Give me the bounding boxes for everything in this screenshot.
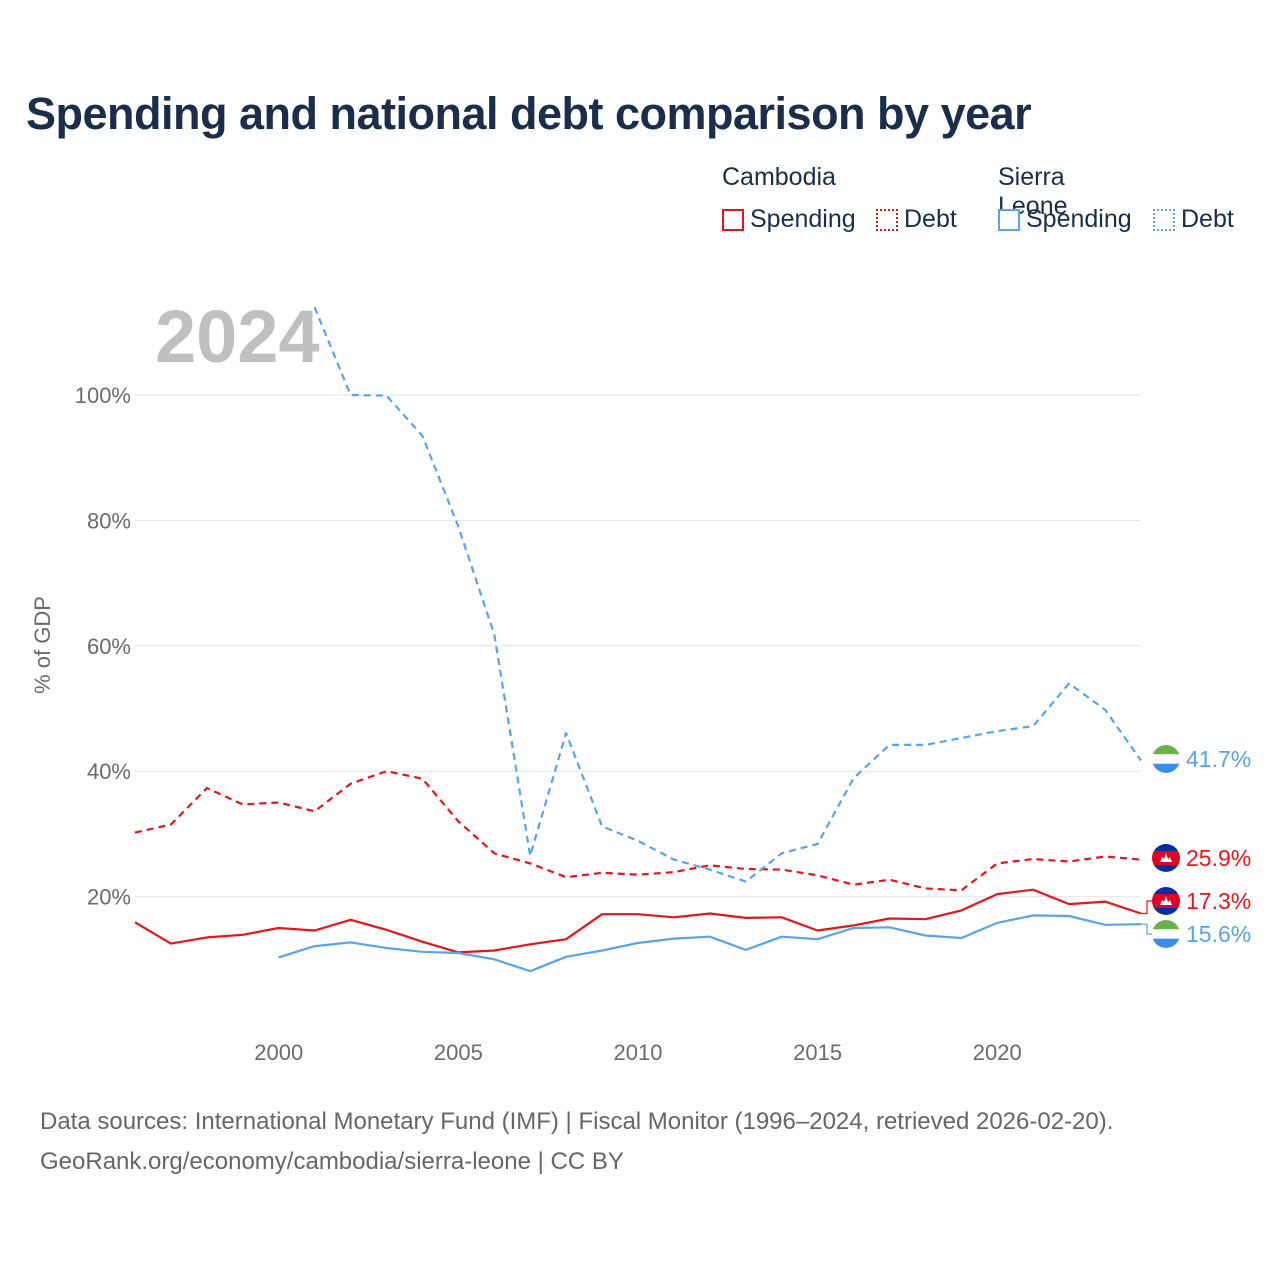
flag-band — [1152, 908, 1180, 915]
footer-credit: GeoRank.org/economy/cambodia/sierra-leon… — [40, 1148, 624, 1175]
end-value-label: 15.6% — [1186, 921, 1251, 947]
end-value-label: 25.9% — [1186, 845, 1251, 871]
legend-label-sierra-leone-debt: Debt — [1181, 205, 1234, 233]
legend-label-cambodia-debt: Debt — [904, 205, 957, 233]
flag-emblem — [1160, 896, 1172, 905]
flag-band — [1152, 920, 1180, 930]
flag-band — [1152, 745, 1180, 755]
legend-item-cambodia-spending[interactable]: Spending — [722, 205, 856, 234]
legend-item-sierra-leone-debt[interactable]: Debt — [1153, 205, 1234, 234]
flag-band — [1152, 865, 1180, 872]
legend-swatch-sierra-leone-debt — [1153, 208, 1175, 231]
y-axis-title: % of GDP — [30, 596, 55, 694]
x-tick-label: 2010 — [614, 1040, 663, 1065]
series-line — [278, 914, 1142, 973]
footer-sources: Data sources: International Monetary Fun… — [40, 1108, 1114, 1135]
series-line — [134, 770, 1142, 892]
legend-swatch-cambodia-debt — [876, 208, 898, 231]
legend-group-cambodia: Cambodia — [722, 163, 836, 191]
x-tick-label: 2005 — [434, 1040, 483, 1065]
chart-title: Spending and national debt comparison by… — [26, 88, 1032, 139]
end-value-label: 17.3% — [1186, 888, 1251, 914]
y-tick-label: 40% — [87, 759, 131, 784]
legend-item-cambodia-debt[interactable]: Debt — [876, 205, 957, 234]
legend-swatch-sierra-leone-spending — [998, 208, 1020, 231]
end-value-label: 41.7% — [1186, 746, 1251, 772]
legend-item-sierra-leone-spending[interactable]: Spending — [998, 205, 1132, 234]
flag-band — [1152, 763, 1180, 773]
flag-band — [1152, 929, 1180, 939]
x-tick-label: 2015 — [793, 1040, 842, 1065]
flag-emblem — [1160, 853, 1172, 862]
flag-band — [1152, 887, 1180, 894]
x-tick-label: 2000 — [254, 1040, 303, 1065]
x-tick-label: 2020 — [973, 1040, 1022, 1065]
series-line — [313, 306, 1142, 883]
end-connector — [1141, 900, 1153, 915]
flag-band — [1152, 844, 1180, 851]
y-tick-label: 80% — [87, 508, 131, 533]
flag-band — [1152, 938, 1180, 948]
series-line — [134, 888, 1142, 954]
legend-label-cambodia-spending: Spending — [750, 205, 856, 233]
y-tick-label: 100% — [75, 383, 131, 408]
legend-swatch-cambodia-spending — [722, 208, 744, 231]
year-label: 2024 — [155, 295, 320, 378]
end-connector — [1141, 923, 1153, 935]
chart-plot: 20% 40% 60% 80% 100% 2000 2005 2010 2015 2020 % of… — [30, 295, 1251, 1065]
y-tick-label: 20% — [87, 885, 131, 910]
y-tick-label: 60% — [87, 634, 131, 659]
flag-band — [1152, 754, 1180, 764]
legend-label-sierra-leone-spending: Spending — [1026, 205, 1132, 233]
